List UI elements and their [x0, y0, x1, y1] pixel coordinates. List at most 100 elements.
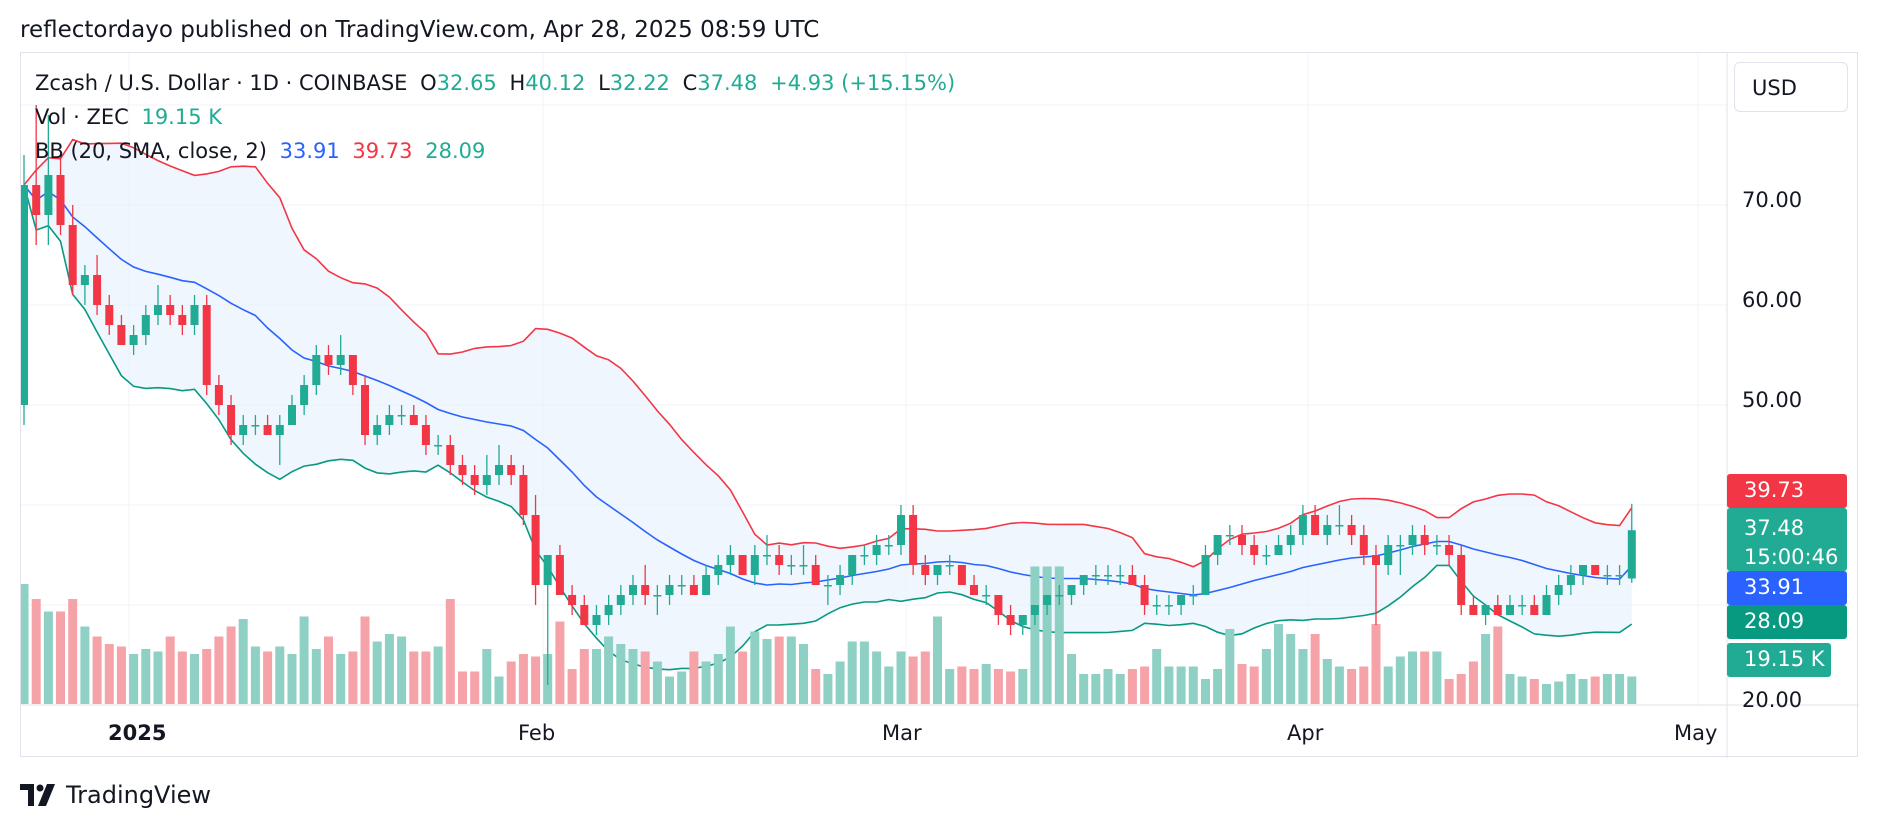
- legend-bb-row[interactable]: BB (20, SMA, close, 2) 33.91 39.73 28.09: [35, 139, 491, 163]
- candle-body: [1152, 605, 1161, 607]
- candle: [982, 585, 991, 605]
- volume-bar: [336, 654, 346, 704]
- candle-body: [1201, 555, 1210, 595]
- candle-body: [336, 355, 345, 365]
- candle-body: [495, 465, 503, 475]
- volume-bar: [811, 669, 821, 704]
- candle-body: [1055, 595, 1064, 597]
- volume-bar: [713, 654, 723, 704]
- volume-bar: [1334, 666, 1344, 704]
- candle-body: [1554, 585, 1563, 595]
- candle-body: [1274, 545, 1283, 555]
- volume-bar: [835, 661, 845, 704]
- candle: [202, 295, 211, 395]
- candle-body: [1213, 535, 1222, 555]
- candle-body: [178, 315, 187, 325]
- candle: [1469, 595, 1478, 615]
- candle-body: [202, 305, 211, 385]
- candlesticks: [21, 105, 1636, 685]
- candle-body: [738, 555, 747, 575]
- candle-body: [616, 595, 625, 605]
- volume-bar: [409, 651, 419, 704]
- price-axis-label-70: 70.00: [1742, 188, 1803, 212]
- volume-bar: [1018, 669, 1028, 704]
- volume-bar: [896, 651, 906, 704]
- candle-body: [1481, 605, 1490, 615]
- candle: [641, 565, 650, 605]
- legend-change: +4.93 (+15.15%): [770, 71, 956, 95]
- tradingview-brand[interactable]: TradingView: [20, 781, 211, 809]
- legend-volume-row[interactable]: Vol · ZEC 19.15 K: [35, 105, 228, 129]
- volume-bar: [1566, 674, 1576, 704]
- volume-bar: [933, 616, 942, 704]
- candle: [312, 345, 321, 395]
- candle-body: [1432, 545, 1441, 547]
- candle-body: [1067, 585, 1076, 595]
- chart-frame[interactable]: [20, 52, 1859, 758]
- candle-body: [957, 565, 966, 585]
- candle-body: [446, 445, 455, 465]
- candle: [848, 555, 857, 585]
- volume-bar: [1310, 634, 1320, 704]
- volume-bar: [1298, 649, 1308, 704]
- candle-body: [80, 275, 89, 285]
- volume-bar: [1322, 659, 1332, 704]
- candle-body: [1238, 535, 1246, 545]
- candle: [970, 575, 978, 595]
- candle-body: [1530, 605, 1539, 615]
- chart-canvas[interactable]: [21, 53, 1859, 758]
- candle-body: [117, 325, 126, 345]
- candle-body: [1079, 575, 1088, 585]
- volume-bar: [470, 671, 480, 704]
- candle-body: [1591, 565, 1600, 575]
- candle: [275, 415, 284, 465]
- candle: [799, 545, 808, 575]
- legend-volume-label[interactable]: Vol · ZEC: [35, 105, 129, 129]
- volume-bar: [43, 611, 53, 704]
- volume-bar: [567, 669, 577, 704]
- candle-body: [811, 565, 820, 585]
- candle-body: [1408, 535, 1417, 545]
- candle: [543, 555, 552, 685]
- candle: [495, 445, 503, 485]
- candle-body: [1091, 575, 1100, 577]
- candle: [580, 595, 589, 625]
- volume-bar: [750, 631, 760, 704]
- candle-body: [1457, 555, 1466, 605]
- candle-body: [507, 465, 516, 475]
- candle-body: [129, 335, 138, 345]
- candle: [1067, 585, 1076, 605]
- legend-bb-basis: 33.91: [279, 139, 340, 163]
- tradingview-brand-text: TradingView: [66, 781, 212, 809]
- candle: [909, 505, 918, 575]
- candle-body: [1335, 525, 1344, 527]
- volume-bar: [1371, 624, 1381, 704]
- candle-body: [1298, 515, 1307, 535]
- volume-bar: [348, 651, 358, 704]
- volume-bar: [1420, 651, 1430, 704]
- legend-bb-label[interactable]: BB (20, SMA, close, 2): [35, 139, 267, 163]
- candle-body: [44, 175, 53, 215]
- candle: [1128, 565, 1137, 585]
- legend-symbol[interactable]: Zcash / U.S. Dollar · 1D · COINBASE: [35, 71, 408, 95]
- volume-bar: [1481, 634, 1491, 704]
- bar-countdown: 15:00:46: [1744, 545, 1839, 569]
- candle: [214, 375, 223, 415]
- price-axis-label-20: 20.00: [1742, 688, 1803, 712]
- candle-body: [105, 305, 114, 325]
- candle-body: [300, 385, 309, 405]
- candle-body: [190, 305, 199, 325]
- currency-button[interactable]: USD: [1734, 62, 1848, 112]
- volume-bar: [1529, 679, 1539, 704]
- candle-body: [312, 355, 321, 385]
- volume-bar: [1627, 676, 1637, 704]
- candle: [933, 565, 942, 585]
- candle: [836, 565, 845, 595]
- legend-symbol-row[interactable]: Zcash / U.S. Dollar · 1D · COINBASE O32.…: [35, 71, 961, 95]
- time-axis-label-mar: Mar: [882, 721, 922, 745]
- candle: [1055, 585, 1064, 605]
- volume-bar: [1602, 674, 1612, 704]
- volume-bar: [421, 651, 431, 704]
- volume-bar: [1505, 674, 1515, 704]
- candle-body: [1384, 545, 1393, 565]
